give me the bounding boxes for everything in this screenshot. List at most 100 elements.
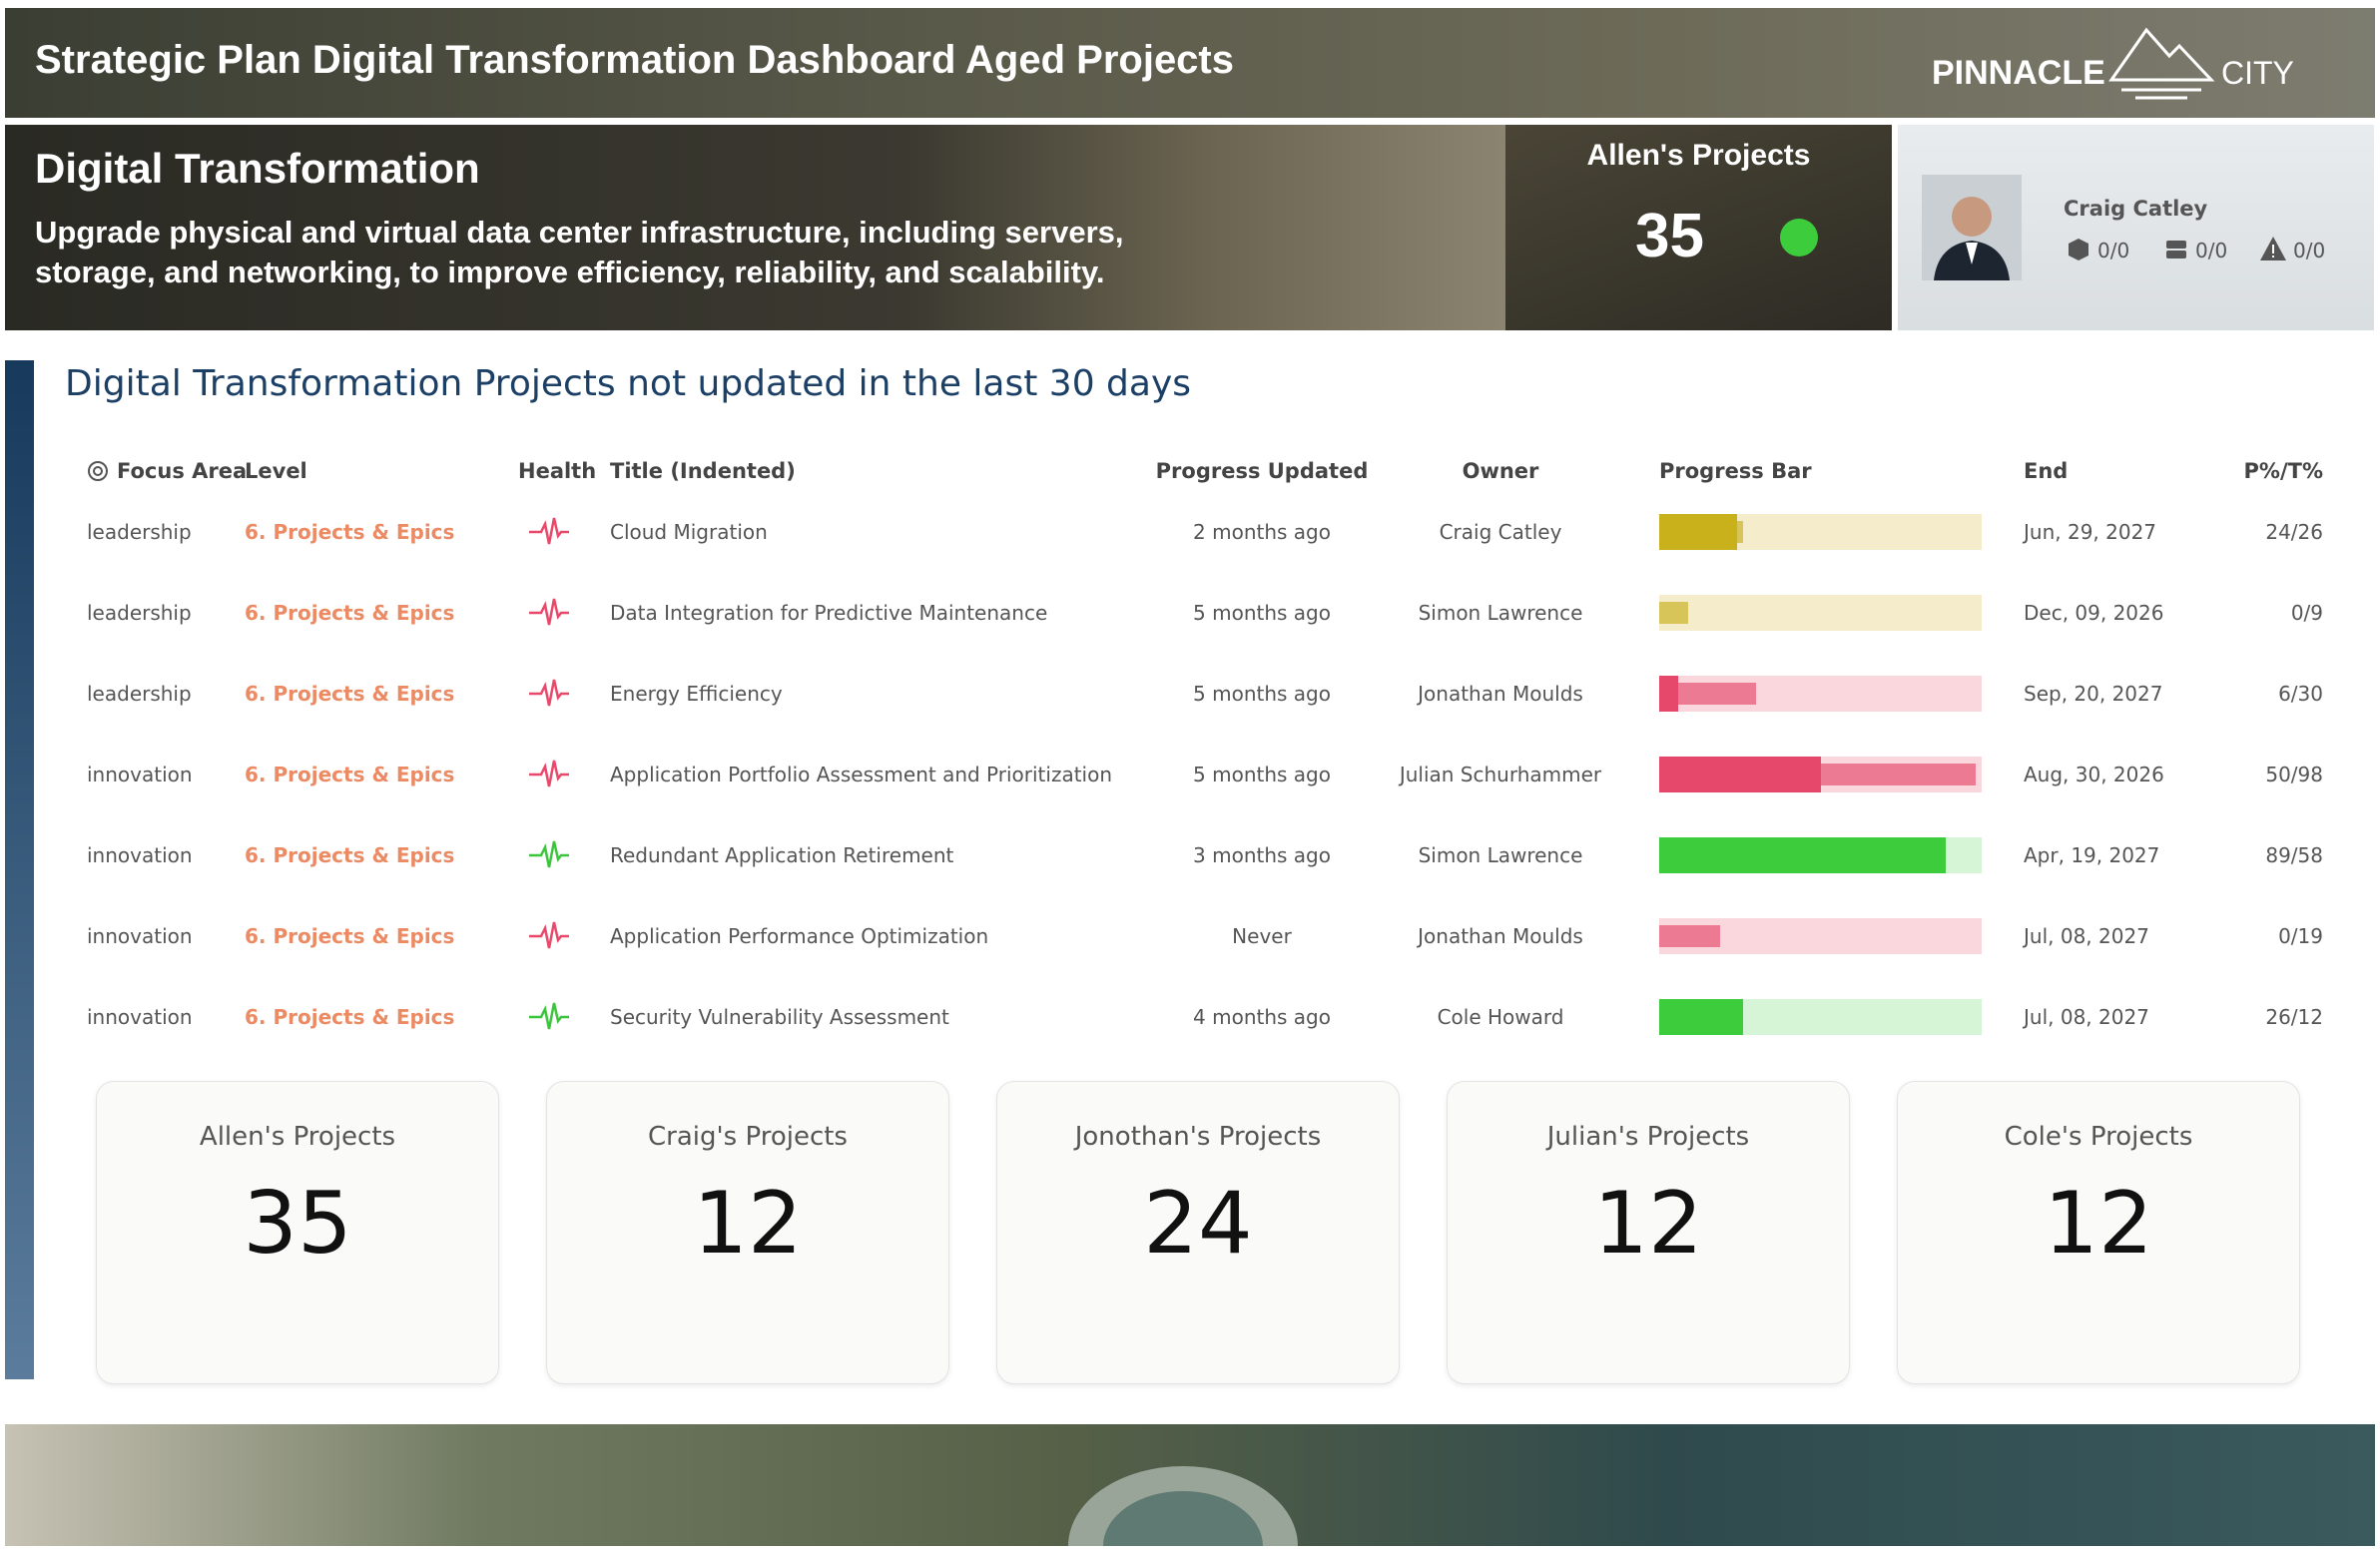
column-header: Title (Indented) bbox=[610, 459, 796, 483]
level: 6. Projects & Epics bbox=[245, 1005, 455, 1029]
focus-icon bbox=[88, 461, 108, 481]
table-title: Digital Transformation Projects not upda… bbox=[65, 363, 1192, 404]
summary-count: 35 bbox=[1635, 202, 1704, 270]
progress-target: 26/12 bbox=[2265, 1005, 2323, 1029]
section-accent bbox=[5, 360, 34, 1379]
focus-area: innovation bbox=[87, 1005, 193, 1029]
project-title: Security Vulnerability Assessment bbox=[610, 1005, 949, 1029]
owner-card: Julian's Projects 12 bbox=[1447, 1081, 1850, 1384]
project-title: Data Integration for Predictive Maintena… bbox=[610, 601, 1048, 625]
level: 6. Projects & Epics bbox=[245, 601, 455, 625]
profile-stat: 0/0 bbox=[2097, 239, 2130, 262]
target-bar bbox=[1659, 602, 1689, 624]
owner-card: Jonothan's Projects 24 bbox=[996, 1081, 1400, 1384]
owner: Craig Catley bbox=[1439, 520, 1562, 544]
summary-label: Allen's Projects bbox=[1586, 139, 1811, 172]
column-header: Progress Bar bbox=[1659, 459, 1812, 483]
level: 6. Projects & Epics bbox=[245, 843, 455, 867]
health-pulse bbox=[529, 921, 569, 949]
progress-track bbox=[1659, 595, 1982, 631]
profile-stat: 0/0 bbox=[2195, 239, 2228, 262]
page-title: Strategic Plan Digital Transformation Da… bbox=[35, 38, 1234, 82]
level: 6. Projects & Epics bbox=[245, 763, 455, 786]
project-title: Application Portfolio Assessment and Pri… bbox=[610, 763, 1113, 786]
owner: Simon Lawrence bbox=[1418, 843, 1583, 867]
progress-target: 50/98 bbox=[2265, 763, 2323, 786]
progress-target: 0/19 bbox=[2278, 924, 2323, 948]
card-value: 12 bbox=[2044, 1174, 2153, 1274]
column-header: Level bbox=[245, 459, 307, 483]
profile-name: Craig Catley bbox=[2064, 197, 2208, 221]
stat-icon bbox=[2260, 237, 2286, 260]
owner: Simon Lawrence bbox=[1418, 601, 1583, 625]
profile-card: Craig Catley 0/0 0/0 0/0 bbox=[1898, 125, 2374, 330]
progress-updated: 3 months ago bbox=[1193, 843, 1331, 867]
card-label: Julian's Projects bbox=[1546, 1122, 1750, 1152]
banner-title: Digital Transformation bbox=[35, 145, 480, 192]
health-icon bbox=[527, 595, 571, 629]
card-label: Cole's Projects bbox=[2004, 1122, 2193, 1152]
health-icon bbox=[527, 514, 571, 548]
stat-icon bbox=[2069, 239, 2088, 260]
column-header: P%/T% bbox=[2243, 459, 2323, 483]
level: 6. Projects & Epics bbox=[245, 682, 455, 706]
progress-bar bbox=[1659, 757, 1821, 792]
target-bar bbox=[1659, 925, 1721, 947]
card-value: 24 bbox=[1143, 1174, 1253, 1274]
project-title: Application Performance Optimization bbox=[610, 924, 989, 948]
health-icon bbox=[527, 999, 571, 1033]
card-label: Jonothan's Projects bbox=[1074, 1122, 1322, 1152]
projects-summary: Allen's Projects 35 bbox=[1505, 125, 1892, 330]
end-date: Jul, 08, 2027 bbox=[2024, 924, 2149, 948]
logo-sub: CITY bbox=[2221, 55, 2294, 91]
column-header: End bbox=[2024, 459, 2069, 483]
banner-description: Upgrade physical and virtual data center… bbox=[35, 215, 1124, 289]
focus-area: innovation bbox=[87, 924, 193, 948]
card-value: 12 bbox=[1593, 1174, 1703, 1274]
project-title: Redundant Application Retirement bbox=[610, 843, 954, 867]
end-date: Jun, 29, 2027 bbox=[2024, 520, 2157, 544]
progress-updated: 5 months ago bbox=[1193, 682, 1331, 706]
logo: PINNACLE CITY bbox=[1932, 27, 2294, 100]
card-value: 12 bbox=[693, 1174, 803, 1274]
health-icon bbox=[527, 676, 571, 710]
column-header: Progress Updated bbox=[1155, 459, 1369, 483]
status-dot bbox=[1780, 219, 1818, 257]
footer-dome bbox=[1068, 1466, 1298, 1546]
level: 6. Projects & Epics bbox=[245, 520, 455, 544]
logo-main: PINNACLE bbox=[1932, 54, 2105, 92]
progress-bar bbox=[1659, 514, 1737, 550]
logo-mountain bbox=[2108, 27, 2215, 82]
owner-card: Craig's Projects 12 bbox=[546, 1081, 949, 1384]
focus-area: leadership bbox=[87, 682, 192, 706]
focus-area: leadership bbox=[87, 520, 192, 544]
progress-updated: Never bbox=[1232, 924, 1292, 948]
column-header: Health bbox=[518, 459, 597, 483]
progress-updated: 4 months ago bbox=[1193, 1005, 1331, 1029]
health-pulse bbox=[529, 1002, 569, 1030]
progress-updated: 5 months ago bbox=[1193, 763, 1331, 786]
focus-area: innovation bbox=[87, 843, 193, 867]
owner: Jonathan Moulds bbox=[1418, 924, 1583, 948]
profile-stat: 0/0 bbox=[2293, 239, 2326, 262]
footer-image bbox=[5, 1424, 2375, 1546]
health-pulse bbox=[529, 760, 569, 787]
health-pulse bbox=[529, 840, 569, 868]
health-pulse bbox=[529, 517, 569, 545]
progress-target: 0/9 bbox=[2290, 601, 2323, 625]
level: 6. Projects & Epics bbox=[245, 924, 455, 948]
end-date: Dec, 09, 2026 bbox=[2024, 601, 2164, 625]
focus-area: innovation bbox=[87, 763, 193, 786]
progress-target: 6/30 bbox=[2278, 682, 2323, 706]
end-date: Aug, 30, 2026 bbox=[2024, 763, 2164, 786]
owner: Cole Howard bbox=[1437, 1005, 1564, 1029]
avatar bbox=[1922, 175, 2022, 280]
end-date: Sep, 20, 2027 bbox=[2024, 682, 2163, 706]
owner: Jonathan Moulds bbox=[1418, 682, 1583, 706]
target-bar bbox=[1659, 683, 1756, 705]
owner-card: Cole's Projects 12 bbox=[1897, 1081, 2300, 1384]
health-pulse bbox=[529, 679, 569, 707]
end-date: Jul, 08, 2027 bbox=[2024, 1005, 2149, 1029]
owner-card: Allen's Projects 35 bbox=[96, 1081, 499, 1384]
